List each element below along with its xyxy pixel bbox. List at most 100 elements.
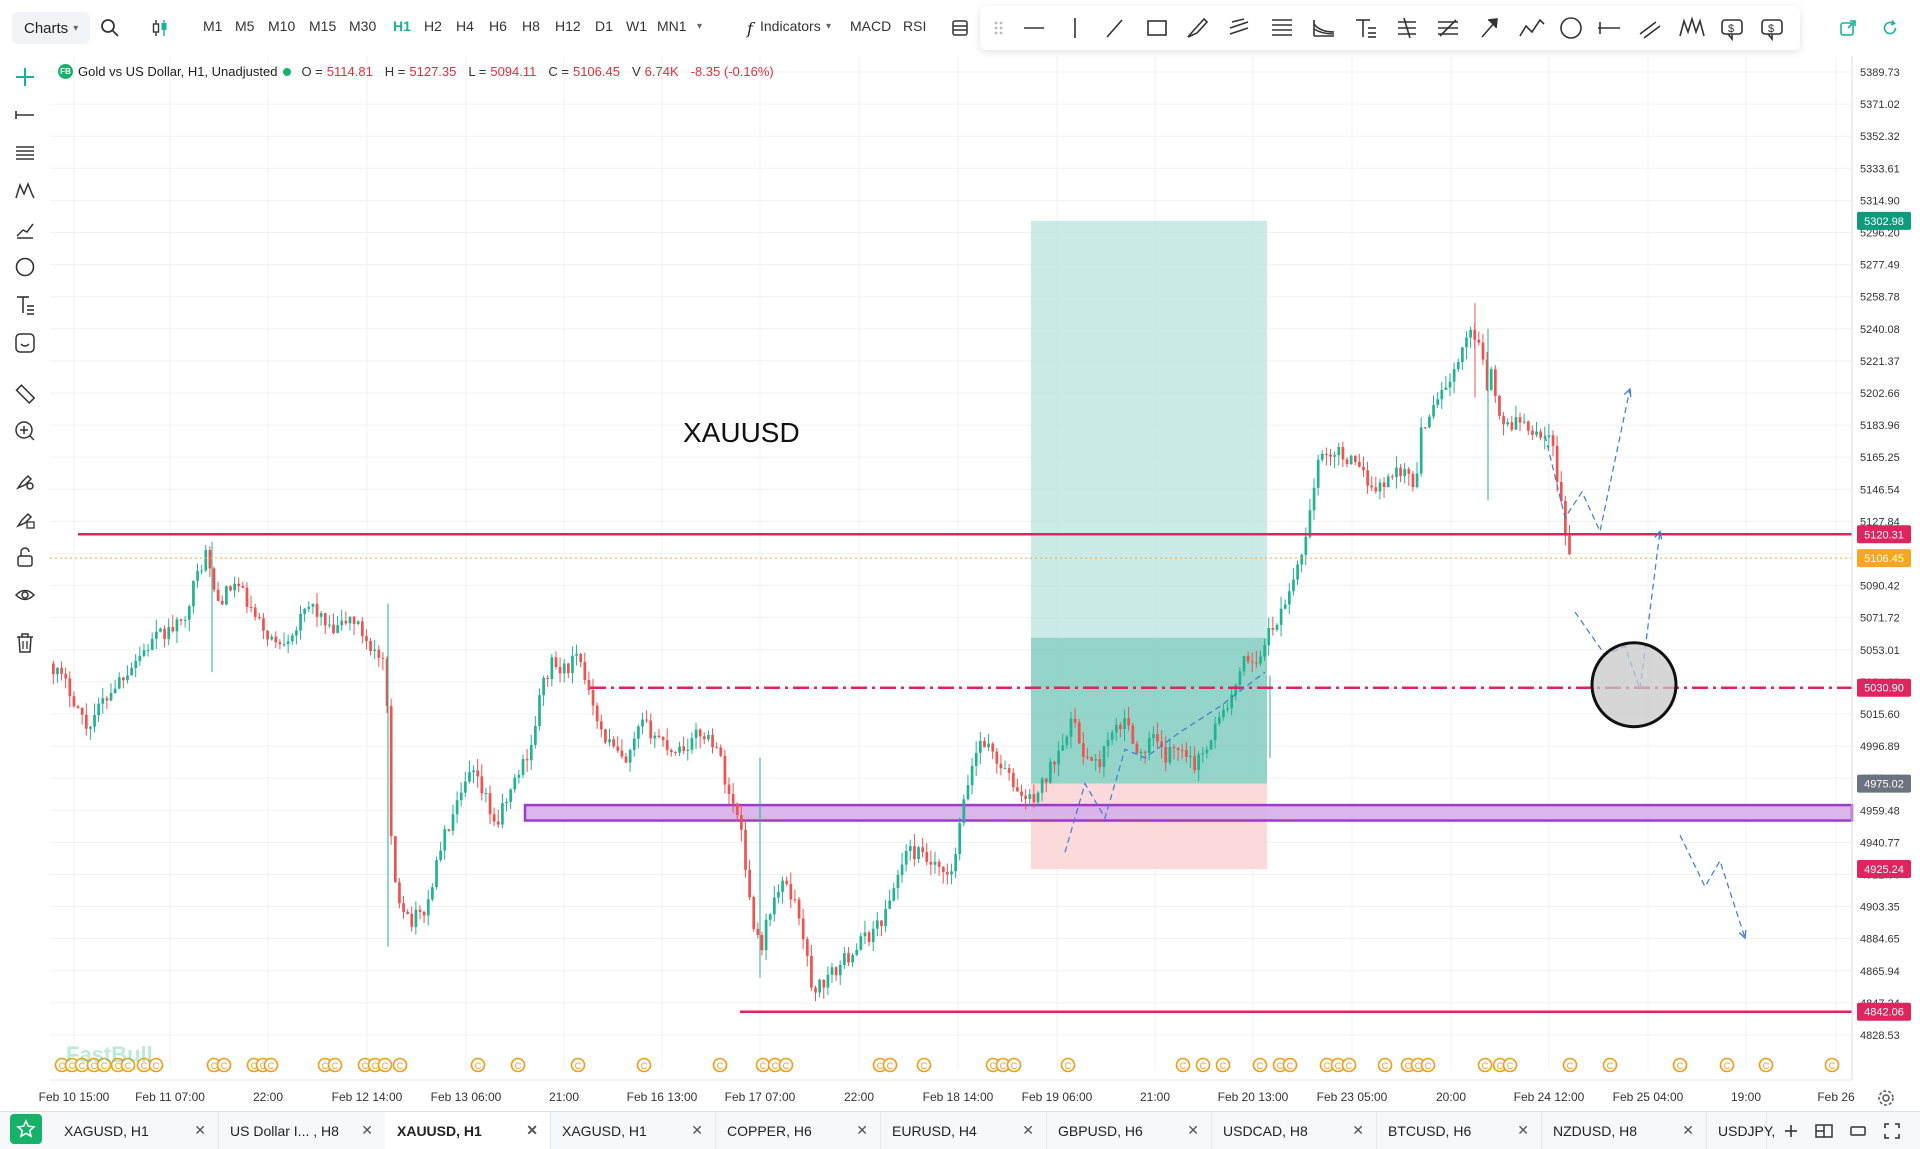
support-zone-rectangle[interactable] [523,803,1854,822]
symbol-tab[interactable]: XAGUSD, H1 ✕ [52,1112,219,1149]
circle-icon[interactable] [1560,17,1582,39]
candle-body [805,939,809,956]
shape-circle-icon[interactable] [12,254,38,280]
tab-label: USDCAD, H8 [1223,1122,1308,1139]
symbol-tab[interactable]: XAUUSD, H1 ✕ [385,1112,551,1149]
symbol-tab[interactable]: USDCAD, H8 ✕ [1211,1112,1377,1149]
brush-icon[interactable] [1187,17,1209,38]
close-tab-icon[interactable]: ✕ [1352,1122,1364,1138]
eye-icon[interactable] [12,582,38,608]
long-position-tool[interactable] [1031,220,1267,870]
timeframe-w1[interactable]: W1 [626,18,647,34]
timeframe-h4[interactable]: H4 [456,18,474,34]
rectangle-icon[interactable] [1147,20,1167,36]
close-tab-icon[interactable]: ✕ [1022,1122,1034,1138]
fib-fan-icon[interactable] [1313,20,1335,37]
emoji-sticker-icon[interactable] [12,330,38,356]
close-tab-icon[interactable]: ✕ [361,1122,373,1138]
charts-menu-button[interactable]: Charts ▾ [12,12,91,44]
indicators-fx-icon[interactable]: f [747,18,753,38]
zoom-in-icon[interactable] [12,418,38,444]
timeframe-h2[interactable]: H2 [424,18,442,34]
unlock-icon[interactable] [12,544,38,570]
timeframe-m15[interactable]: M15 [309,18,337,34]
more-timeframes-chevron-icon[interactable]: ▾ [697,21,703,32]
trash-icon[interactable] [12,630,38,656]
refresh-icon[interactable] [1878,16,1902,40]
timeframe-m10[interactable]: M10 [268,18,296,34]
ruler-icon[interactable] [12,380,38,406]
gann-icon[interactable] [1438,19,1458,37]
symbol-tab[interactable]: NZDUSD, H8 ✕ [1541,1112,1707,1149]
projection-icon[interactable] [12,216,38,242]
timeframe-m1[interactable]: M1 [203,18,223,34]
symbol-tab[interactable]: XAGUSD, H1 ✕ [550,1112,716,1149]
candle-body [332,624,335,633]
close-tab-icon[interactable]: ✕ [1187,1122,1199,1138]
symbol-tab[interactable]: US Dollar I... , H8 ✕ [218,1112,386,1149]
arrow-icon[interactable] [1481,18,1498,38]
event-marker [216,1057,232,1073]
symbol-tab[interactable]: USDJPY, [1706,1112,1775,1149]
timeframe-h12[interactable]: H12 [555,18,581,34]
indicators-button[interactable]: Indicators [760,18,821,34]
candle-body [1399,467,1402,477]
candle-body [888,900,892,909]
text-icon[interactable] [12,292,38,318]
layout-grid-icon[interactable] [1812,1119,1836,1143]
trend-line-icon[interactable] [1106,19,1123,38]
fib-retracement-icon[interactable] [1272,19,1292,36]
symbol-tab[interactable]: EURUSD, H4 ✕ [880,1112,1047,1149]
text-tool-icon[interactable] [1356,19,1376,38]
price-label-icon[interactable]: $ [1761,19,1783,42]
external-link-icon[interactable] [1836,16,1860,40]
target-circle[interactable] [1590,641,1678,729]
favorite-star-button[interactable] [10,1114,42,1144]
parallel-channel-icon[interactable] [1229,18,1249,35]
candle-body [1020,791,1023,796]
close-tab-icon[interactable]: ✕ [1517,1122,1529,1138]
price-note-icon[interactable]: $ [1721,19,1743,42]
symbol-tab[interactable]: GBPUSD, H6 ✕ [1046,1112,1212,1149]
single-layout-icon[interactable] [1846,1119,1870,1143]
path-icon[interactable] [1519,18,1545,37]
crosshair-icon[interactable] [12,64,38,90]
template-icon[interactable] [948,16,972,40]
timeframe-mn1[interactable]: MN1 [657,18,687,34]
close-tab-icon[interactable]: ✕ [1682,1122,1694,1138]
line-tool-icon[interactable] [12,102,38,128]
timeframe-m30[interactable]: M30 [349,18,377,34]
date-range-icon[interactable] [1598,22,1620,34]
elliott-wave-icon[interactable] [1679,16,1705,37]
timeframe-h8[interactable]: H8 [522,18,540,34]
candle-body [744,829,747,870]
timeframe-h6[interactable]: H6 [489,18,507,34]
fullscreen-icon[interactable] [1880,1119,1904,1143]
price-range-icon[interactable] [1639,21,1661,39]
time-tick-label: 20:00 [1436,1090,1466,1104]
symbol-tab[interactable]: COPPER, H6 ✕ [715,1112,881,1149]
magnet-drawing-icon[interactable] [12,468,38,494]
chart-text-annotation[interactable]: XAUUSD [683,417,800,448]
add-tab-icon[interactable] [1779,1119,1803,1143]
close-tab-icon[interactable]: ✕ [856,1122,868,1138]
close-tab-icon[interactable]: ✕ [691,1122,703,1138]
macd-button[interactable]: MACD [850,18,892,34]
symbol-title[interactable]: Gold vs US Dollar, H1, Unadjusted [78,64,278,79]
symbol-tab[interactable]: BTCUSD, H6 ✕ [1376,1112,1542,1149]
settings-gear-icon[interactable] [1874,1086,1898,1110]
candle-type-icon[interactable] [148,16,172,40]
close-tab-icon[interactable]: ✕ [194,1122,206,1138]
pitchfork-icon[interactable] [1398,17,1416,39]
timeframe-h1[interactable]: H1 [393,18,411,34]
candle-body [1180,749,1184,751]
lock-drawing-icon[interactable] [12,506,38,532]
fibonacci-icon[interactable] [12,140,38,166]
pattern-icon[interactable] [12,178,38,204]
search-icon[interactable] [98,16,122,40]
rsi-button[interactable]: RSI [903,18,927,34]
timeframe-d1[interactable]: D1 [595,18,613,34]
close-tab-icon[interactable]: ✕ [526,1122,538,1138]
timeframe-m5[interactable]: M5 [235,18,255,34]
